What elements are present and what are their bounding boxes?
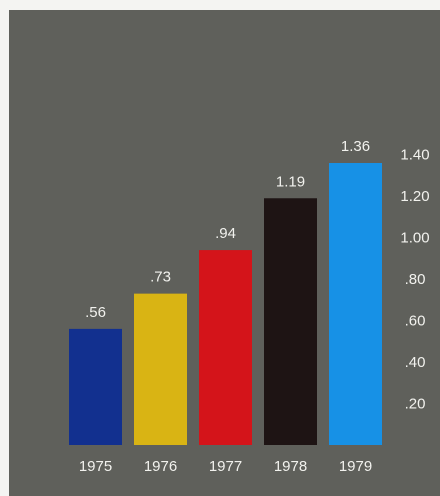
bars-group [69, 163, 382, 445]
y-tick-labels-group: .20 .40 .60 .80 1.00 1.20 1.40 [400, 147, 429, 413]
data-label-1975: .56 [85, 304, 106, 321]
x-tick-label-1976: 1976 [144, 458, 177, 475]
x-tick-label-1979: 1979 [339, 458, 372, 475]
x-tick-label-1978: 1978 [274, 458, 307, 475]
y-tick-label: 1.20 [400, 188, 429, 205]
bar-1978 [264, 198, 317, 445]
y-tick-label: .20 [405, 396, 426, 413]
y-tick-label: .60 [405, 313, 426, 330]
y-tick-label: 1.40 [400, 147, 429, 164]
value-labels-group: .56 .73 .94 1.19 1.36 [85, 138, 370, 321]
data-label-1977: .94 [215, 225, 236, 242]
y-tick-label: .40 [405, 354, 426, 371]
x-tick-labels-group: 1975 1976 1977 1978 1979 [79, 458, 372, 475]
chart-panel: .56 .73 .94 1.19 1.36 1975 1976 1977 1978 1979 .… [9, 10, 440, 496]
data-label-1976: .73 [150, 269, 171, 286]
bar-1976 [134, 293, 187, 445]
data-label-1979: 1.36 [341, 138, 370, 155]
y-tick-label: 1.00 [400, 230, 429, 247]
data-label-1978: 1.19 [276, 173, 305, 190]
bar-chart: .56 .73 .94 1.19 1.36 1975 1976 1977 1978 1979 .… [69, 138, 430, 475]
x-tick-label-1975: 1975 [79, 458, 112, 475]
y-tick-label: .80 [405, 271, 426, 288]
x-tick-label-1977: 1977 [209, 458, 242, 475]
bar-1979 [329, 163, 382, 445]
bar-1977 [199, 250, 252, 445]
bar-1975 [69, 328, 122, 445]
